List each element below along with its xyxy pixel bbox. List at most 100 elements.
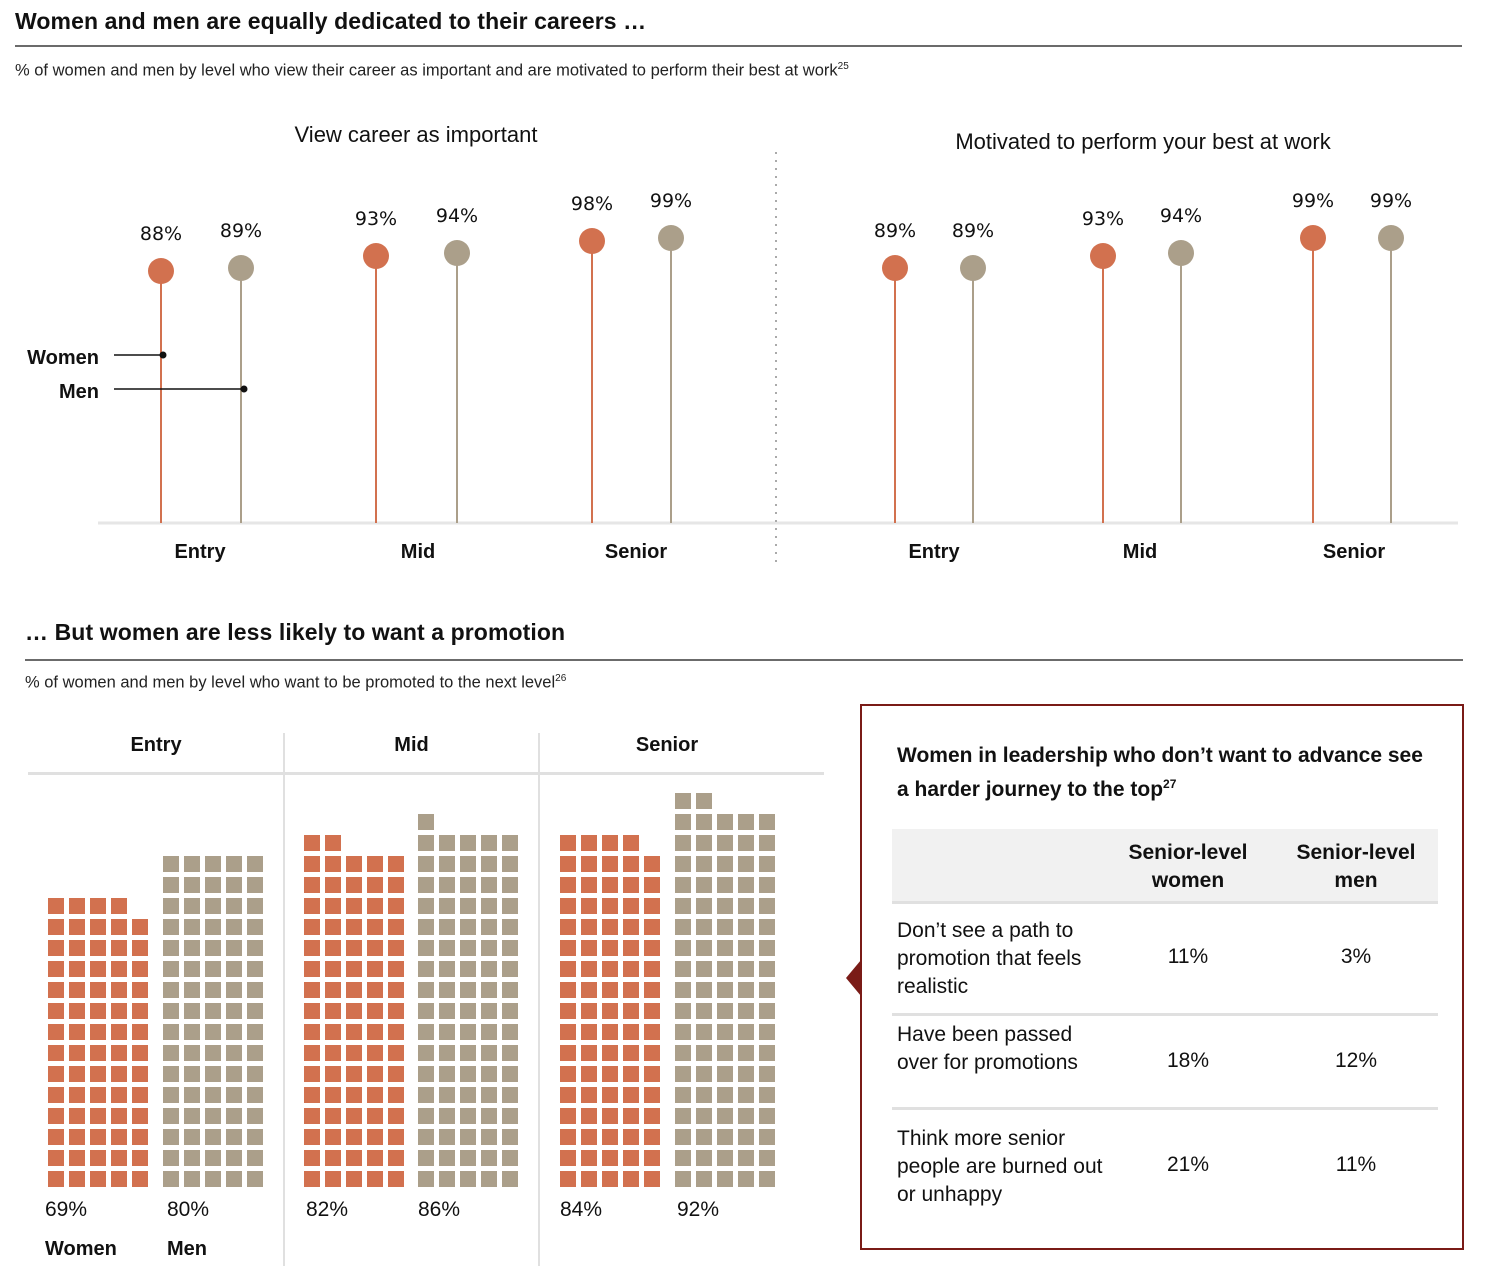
waffle-cell-men	[439, 1024, 455, 1040]
panel-title-motivated: Motivated to perform your best at work	[955, 129, 1331, 154]
waffle-cell-women	[602, 877, 618, 893]
waffle-cell-women	[132, 1150, 148, 1166]
waffle-cell-men	[481, 856, 497, 872]
waffle-cell-women	[560, 1129, 576, 1145]
waffle-cell-women	[48, 898, 64, 914]
waffle-cell-women	[346, 1003, 362, 1019]
waffle-cell-women	[111, 1129, 127, 1145]
waffle-cell-men	[696, 1024, 712, 1040]
waffle-cell-men	[418, 961, 434, 977]
waffle-cell-women	[48, 1150, 64, 1166]
callout-title-text: Women in leadership who don’t want to ad…	[897, 744, 1423, 801]
row-value-women: 11%	[1167, 945, 1209, 968]
waffle-cell-men	[184, 1171, 200, 1187]
waffle-cell-men	[205, 1129, 221, 1145]
waffle-cell-men	[226, 940, 242, 956]
waffle-cell-men	[439, 898, 455, 914]
waffle-cell-men	[717, 1129, 733, 1145]
waffle-cell-men	[502, 856, 518, 872]
waffle-cell-women	[388, 1108, 404, 1124]
waffle-cell-men	[717, 1087, 733, 1103]
waffle-cell-men	[163, 1108, 179, 1124]
waffle-cell-men	[738, 1003, 754, 1019]
waffle-cell-women	[367, 1045, 383, 1061]
row-value-men: 11%	[1335, 1153, 1377, 1176]
waffle-cell-women	[367, 1066, 383, 1082]
waffle-cell-men	[481, 1108, 497, 1124]
waffle-cell-women	[644, 856, 660, 872]
waffle-cell-women	[388, 898, 404, 914]
waffle-cell-men	[418, 877, 434, 893]
waffle-cell-women	[388, 1150, 404, 1166]
waffle-cell-women	[325, 1129, 341, 1145]
waffle-cell-women	[132, 1066, 148, 1082]
waffle-cell-women	[48, 940, 64, 956]
waffle-cell-women	[69, 1087, 85, 1103]
waffle-cell-men	[184, 1066, 200, 1082]
footnote-marker: 25	[837, 61, 849, 72]
waffle-cell-men	[418, 835, 434, 851]
data-label-women: 89%	[874, 220, 916, 242]
waffle-cell-women	[367, 919, 383, 935]
waffle-cell-men	[226, 1024, 242, 1040]
lollipop-dot-men	[960, 255, 986, 281]
data-label-men: 89%	[220, 220, 262, 242]
waffle-cell-women	[132, 1087, 148, 1103]
waffle-cell-men	[717, 1171, 733, 1187]
row-label: Don’t see a path to promotion that feels…	[897, 919, 1082, 998]
waffle-cell-men	[247, 919, 263, 935]
waffle-cell-men	[717, 856, 733, 872]
section1-title: Women and men are equally dedicated to t…	[15, 8, 647, 34]
waffle-cell-men	[226, 1066, 242, 1082]
waffle-cell-men	[439, 1003, 455, 1019]
waffle-cell-women	[581, 856, 597, 872]
waffle-cell-women	[90, 982, 106, 998]
waffle-cell-men	[738, 1171, 754, 1187]
waffle-cell-women	[623, 877, 639, 893]
waffle-cell-men	[226, 877, 242, 893]
waffle-head-entry: Entry	[130, 734, 182, 756]
waffle-cell-women	[346, 919, 362, 935]
waffle-cell-men	[226, 1045, 242, 1061]
row-value-women: 21%	[1166, 1153, 1210, 1176]
waffle-cell-men	[738, 856, 754, 872]
waffle-cell-women	[623, 1087, 639, 1103]
waffle-cell-women	[388, 1066, 404, 1082]
waffle-cell-women	[388, 940, 404, 956]
data-label-men: 99%	[650, 190, 692, 212]
waffle-cell-men	[675, 1150, 691, 1166]
waffle-cell-men	[247, 1003, 263, 1019]
waffle-cell-women	[367, 961, 383, 977]
waffle-cell-women	[581, 961, 597, 977]
data-label-women: 93%	[355, 208, 397, 230]
waffle-cell-women	[623, 856, 639, 872]
waffle-cell-women	[325, 982, 341, 998]
waffle-cell-men	[184, 1045, 200, 1061]
callout-pointer-icon	[846, 960, 861, 996]
waffle-cell-men	[481, 877, 497, 893]
waffle-cell-men	[460, 1024, 476, 1040]
section2-title: … But women are less likely to want a pr…	[25, 619, 566, 645]
waffle-cell-men	[738, 898, 754, 914]
waffle-cell-men	[247, 1108, 263, 1124]
waffle-cell-women	[560, 1087, 576, 1103]
waffle-cell-men	[418, 1129, 434, 1145]
waffle-cell-men	[481, 961, 497, 977]
waffle-cell-men	[675, 793, 691, 809]
callout-row: Don’t see a path to promotion that feels…	[892, 905, 1438, 1015]
waffle-cell-men	[502, 919, 518, 935]
waffle-cell-women	[69, 1108, 85, 1124]
waffle-cell-men	[759, 982, 775, 998]
waffle-cell-men	[502, 835, 518, 851]
waffle-cell-men	[717, 1066, 733, 1082]
waffle-cell-women	[602, 1045, 618, 1061]
callout-table-header: Senior-level women Senior-level men	[892, 829, 1438, 904]
data-label-women: 98%	[571, 193, 613, 215]
waffle-cell-women	[325, 856, 341, 872]
waffle-cell-men	[460, 835, 476, 851]
lollipop-dot-women	[363, 243, 389, 269]
waffle-cell-men	[439, 1150, 455, 1166]
waffle-cell-men	[738, 1024, 754, 1040]
waffle-cell-women	[623, 1045, 639, 1061]
waffle-cell-men	[460, 1108, 476, 1124]
